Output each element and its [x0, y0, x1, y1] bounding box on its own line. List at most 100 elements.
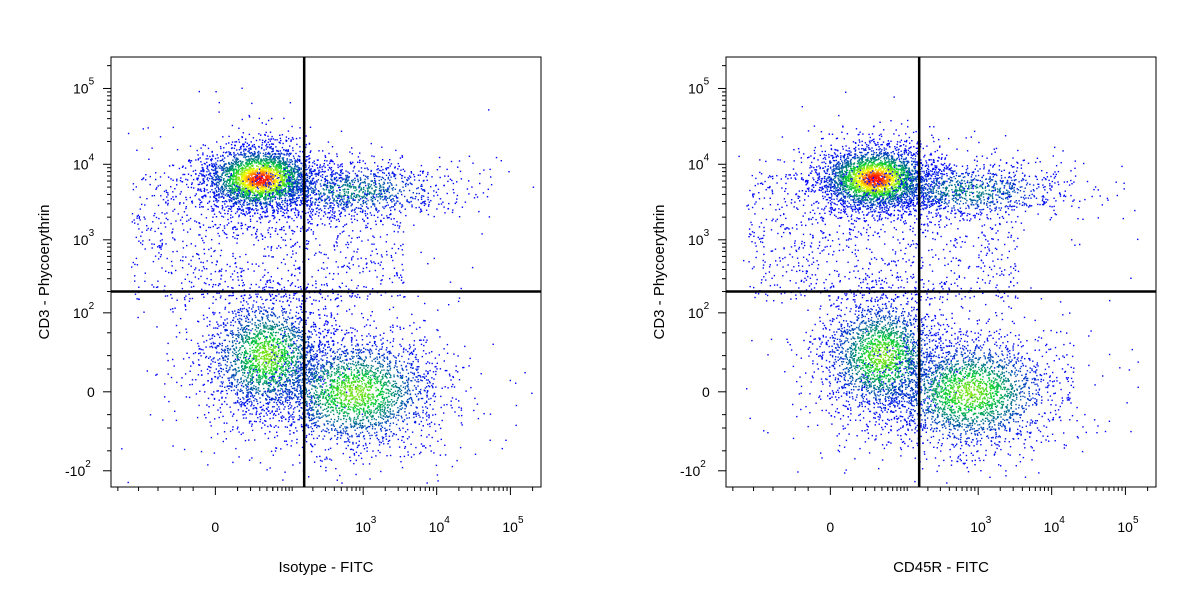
data-point — [277, 354, 279, 356]
data-point — [274, 399, 277, 401]
data-point — [227, 357, 229, 360]
data-point — [301, 446, 304, 449]
data-point — [295, 360, 297, 362]
data-point — [422, 170, 425, 172]
data-point — [318, 204, 320, 207]
data-point — [179, 219, 182, 221]
data-point — [291, 178, 293, 180]
data-point — [271, 167, 273, 170]
data-point — [242, 174, 245, 177]
data-point — [260, 169, 262, 171]
data-point — [271, 227, 273, 229]
data-point — [282, 157, 285, 159]
data-point — [262, 183, 264, 185]
data-point — [226, 347, 229, 350]
data-point — [342, 208, 344, 211]
data-point — [289, 188, 291, 190]
data-point — [250, 164, 252, 167]
data-point — [335, 178, 337, 180]
data-point — [308, 208, 310, 210]
data-point — [391, 171, 394, 173]
data-point — [292, 330, 295, 333]
data-point — [256, 358, 258, 360]
data-point — [293, 193, 295, 195]
data-point — [318, 169, 320, 171]
data-point — [314, 186, 316, 189]
data-point — [380, 339, 382, 341]
data-point — [314, 182, 316, 184]
data-point — [282, 162, 284, 164]
data-point — [228, 180, 231, 183]
data-point — [267, 344, 270, 346]
data-point — [311, 178, 314, 180]
data-point — [258, 363, 260, 366]
data-point — [282, 211, 284, 214]
data-point — [314, 163, 316, 165]
data-point — [211, 346, 214, 349]
data-point — [248, 409, 250, 411]
data-point — [272, 334, 274, 337]
data-point — [299, 186, 301, 188]
data-point — [261, 139, 264, 141]
data-point — [262, 187, 264, 189]
data-point — [328, 152, 330, 155]
data-point — [298, 194, 300, 196]
data-point — [241, 339, 244, 341]
data-point — [246, 165, 248, 168]
data-point — [221, 187, 223, 189]
data-point — [301, 162, 303, 165]
data-point — [218, 181, 220, 183]
data-point — [349, 161, 352, 163]
data-point — [271, 163, 273, 166]
data-point — [235, 181, 237, 183]
data-point — [233, 161, 235, 163]
data-point — [236, 177, 239, 179]
data-point — [260, 207, 262, 210]
data-point — [260, 201, 262, 203]
data-point — [251, 174, 253, 176]
data-point — [318, 150, 320, 152]
data-point — [236, 161, 238, 164]
data-point — [350, 197, 352, 199]
data-point — [210, 393, 213, 396]
data-point — [358, 191, 360, 193]
data-point — [298, 167, 300, 169]
data-point — [245, 177, 247, 179]
data-point — [261, 427, 263, 429]
data-point — [314, 170, 316, 172]
data-point — [259, 162, 262, 164]
data-point — [245, 178, 247, 180]
data-point — [191, 202, 194, 204]
data-point — [267, 177, 270, 179]
data-point — [207, 192, 209, 194]
data-point — [229, 205, 232, 207]
data-point — [247, 193, 250, 195]
data-point — [312, 201, 314, 203]
data-point — [310, 343, 313, 345]
data-point — [290, 204, 292, 207]
data-point — [409, 182, 411, 184]
data-point — [453, 192, 455, 194]
data-point — [250, 174, 252, 176]
data-point — [281, 323, 284, 325]
data-point — [362, 160, 364, 162]
data-point — [259, 160, 262, 162]
data-point — [269, 175, 271, 177]
data-point — [372, 197, 375, 199]
data-point — [264, 160, 267, 162]
data-point — [242, 337, 244, 339]
data-point — [370, 196, 372, 199]
data-point — [280, 181, 282, 184]
data-point — [233, 188, 236, 190]
data-point — [268, 194, 271, 196]
data-point — [224, 359, 226, 361]
data-point — [172, 164, 175, 167]
data-point — [233, 171, 235, 173]
data-point — [262, 344, 265, 347]
data-point — [287, 130, 290, 132]
data-point — [337, 197, 340, 199]
data-point — [359, 159, 361, 162]
data-point — [264, 191, 266, 193]
data-point — [223, 196, 225, 199]
data-point — [265, 152, 267, 154]
